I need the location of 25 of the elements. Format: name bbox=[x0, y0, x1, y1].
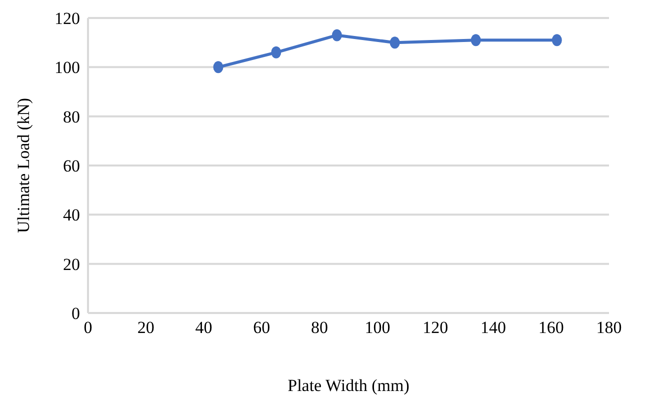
y-tick-label: 80 bbox=[63, 107, 80, 126]
x-tick-label: 140 bbox=[480, 318, 506, 338]
point bbox=[470, 34, 481, 46]
x-tick-label: 100 bbox=[364, 318, 390, 338]
point bbox=[213, 61, 224, 74]
x-tick-label: 60 bbox=[253, 318, 270, 338]
point bbox=[552, 34, 562, 46]
y-tick-label: 60 bbox=[63, 156, 80, 176]
x-tick-label: 0 bbox=[84, 318, 92, 338]
y-axis-title: Ultimate Load (kN) bbox=[14, 98, 34, 234]
x-tick-label: 160 bbox=[538, 318, 564, 338]
point bbox=[332, 29, 342, 42]
x-tick-label: 120 bbox=[422, 318, 448, 338]
y-tick-label: 120 bbox=[54, 9, 80, 28]
x-axis-title: Plate Width (mm) bbox=[288, 376, 410, 395]
y-tick-label: 40 bbox=[63, 206, 80, 225]
y-tick-label: 0 bbox=[72, 304, 80, 324]
y-tick-label: 100 bbox=[54, 58, 80, 78]
x-tick-label: 180 bbox=[596, 318, 622, 338]
y-tick-label: 20 bbox=[63, 254, 80, 274]
point bbox=[390, 36, 400, 49]
point bbox=[271, 46, 282, 58]
x-tick-label: 40 bbox=[195, 318, 212, 338]
x-tick-label: 80 bbox=[311, 318, 328, 338]
x-tick-label: 20 bbox=[137, 318, 154, 338]
